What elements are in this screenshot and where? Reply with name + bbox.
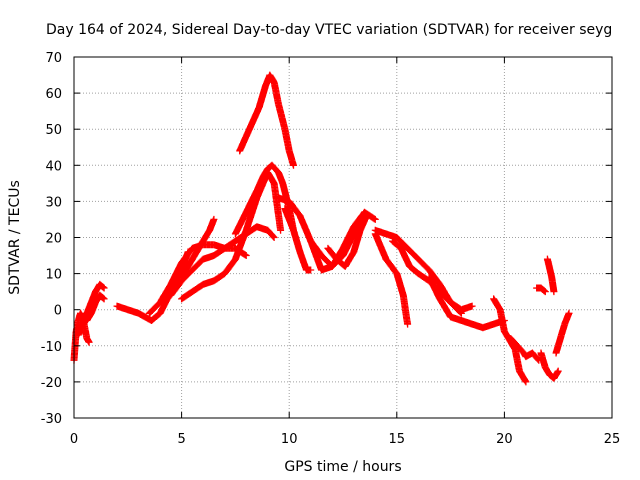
- series-arc-6: [167, 223, 278, 299]
- x-tick-label: 20: [496, 432, 513, 447]
- data-mark: [371, 226, 476, 314]
- series-arc-18: [425, 273, 508, 332]
- plot-frame: [73, 56, 613, 419]
- y-tick-label: -10: [41, 340, 62, 355]
- axis-ticks: [73, 56, 613, 419]
- series-arc-23: [537, 349, 562, 382]
- chart-title: Day 164 of 2024, Sidereal Day-to-day VTE…: [46, 22, 612, 38]
- series-arc-14: [324, 212, 371, 270]
- series-arc-22: [543, 255, 558, 296]
- series-arc-24: [552, 309, 573, 357]
- y-tick-label: -30: [41, 412, 62, 427]
- series-arc-3: [83, 291, 108, 325]
- y-tick-label: 0: [54, 304, 62, 319]
- data-mark: [552, 309, 573, 357]
- y-tick-label: 70: [45, 51, 62, 66]
- y-tick-label: 40: [45, 159, 62, 174]
- y-tick-labels: -30 -20 -10 0 10 20 30 40 50 60 70: [41, 51, 62, 427]
- series-arc-7: [178, 215, 218, 281]
- series-arc-8: [178, 169, 285, 303]
- data-mark: [178, 215, 218, 281]
- series-arc-16: [371, 230, 412, 328]
- data-mark: [533, 284, 549, 296]
- x-tick-label: 5: [177, 432, 185, 447]
- x-tick-labels: 0 5 10 15 20 25: [70, 432, 620, 447]
- series-arc-2: [74, 280, 108, 339]
- y-tick-label: 50: [45, 123, 62, 138]
- series-arc-21: [533, 284, 549, 296]
- series-arc-10: [236, 71, 297, 169]
- x-tick-label: 25: [604, 432, 621, 447]
- x-tick-label: 0: [70, 432, 78, 447]
- data-series: [70, 71, 573, 386]
- data-mark: [178, 169, 285, 303]
- data-mark: [537, 349, 562, 382]
- grid-lines: [74, 57, 612, 418]
- series-arc-20: [507, 335, 543, 364]
- data-mark: [236, 71, 297, 169]
- y-tick-label: 30: [45, 195, 62, 210]
- series-arc-12: [281, 205, 315, 274]
- series-arc-15: [371, 226, 476, 314]
- x-tick-label: 15: [389, 432, 406, 447]
- x-tick-label: 10: [281, 432, 298, 447]
- y-tick-label: 20: [45, 232, 62, 247]
- x-axis-label: GPS time / hours: [284, 459, 401, 475]
- y-tick-label: 10: [45, 268, 62, 283]
- y-axis-label: SDTVAR / TECUs: [7, 180, 23, 295]
- y-tick-label: -20: [41, 376, 62, 391]
- y-tick-label: 60: [45, 87, 62, 102]
